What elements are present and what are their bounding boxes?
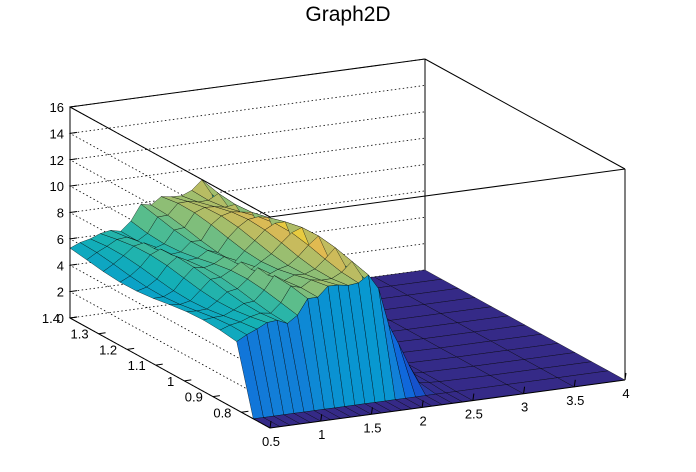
x-tick [320, 414, 323, 422]
x-tick [472, 393, 475, 401]
z-tick [69, 316, 78, 319]
box-edge [69, 58, 426, 108]
x-tick [624, 372, 627, 381]
z-tick [69, 158, 78, 161]
box-edge [69, 106, 271, 218]
y-tick [184, 379, 192, 382]
box-edge [69, 317, 271, 429]
y-tick-label: 1.2 [99, 342, 117, 357]
x-tick-label: 1 [318, 427, 325, 442]
x-tick [370, 407, 373, 415]
z-tick [69, 237, 78, 240]
z-tick [69, 105, 78, 108]
front-frame [69, 317, 626, 429]
x-tick-label: 0.5 [262, 434, 280, 449]
box-edge [269, 168, 626, 218]
z-tick-label: 16 [50, 100, 64, 115]
z-tick-label: 2 [57, 285, 64, 300]
z-tick [69, 131, 78, 134]
y-tick-label: 1.3 [70, 327, 88, 342]
box-edge [424, 58, 626, 170]
z-tick-label: 4 [57, 258, 64, 273]
surface [69, 179, 626, 429]
box-edge [269, 379, 626, 429]
chart-title: Graph2D [305, 3, 391, 26]
y-tick [241, 410, 249, 413]
x-tick-label: 2.5 [465, 407, 483, 422]
x-tick-label: 3 [521, 400, 528, 415]
x-tick [269, 420, 272, 429]
y-tick-label: 0.8 [213, 405, 231, 420]
x-tick-label: 1.5 [363, 420, 381, 435]
z-tick [69, 263, 78, 266]
y-tick-label: 1.1 [128, 358, 146, 373]
y-tick [212, 395, 220, 398]
y-tick [127, 347, 135, 350]
axes: 0.5 1 1.5 2 2.5 3 3.5 4 0.8 0.9 1 1.1 1.2 1.3 1.40 2 4 6 8… [42, 100, 630, 449]
z-tick [69, 290, 78, 293]
z-tick-label: 12 [50, 153, 64, 168]
z-gridline [68, 216, 426, 376]
z-tick [69, 184, 78, 187]
z-tick-label: 14 [50, 126, 64, 141]
z-tick-label: 6 [57, 232, 64, 247]
z-tick-label: 0 [57, 311, 64, 326]
y-tick-label: 0.9 [185, 390, 203, 405]
x-tick [421, 400, 424, 408]
x-tick-label: 2 [420, 413, 427, 428]
y-tick [98, 332, 106, 335]
y-tick-label: 1.4 [42, 311, 60, 326]
x-tick [523, 386, 526, 394]
y-tick [155, 363, 163, 366]
x-tick-label: 3.5 [566, 393, 584, 408]
z-tick-label: 8 [57, 206, 64, 221]
z-tick [69, 211, 78, 213]
x-tick-label: 4 [622, 386, 629, 401]
z-tick-label: 10 [50, 179, 64, 194]
y-tick-label: 1 [167, 374, 174, 389]
x-tick [573, 379, 576, 387]
